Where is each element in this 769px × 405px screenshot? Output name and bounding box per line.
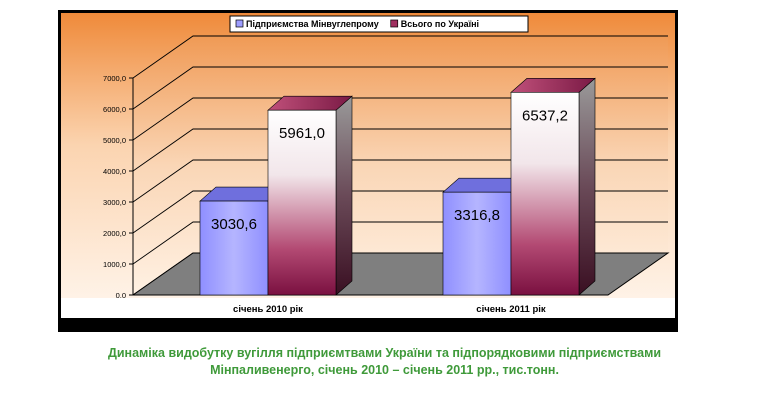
- legend: Підприємства Мінвуглепрому Всього по Укра…: [229, 15, 529, 33]
- x-axis: січень 2010 рік січень 2011 рік: [233, 304, 546, 315]
- data-label: 3316,8: [454, 207, 500, 224]
- data-label: 5961,0: [279, 125, 325, 142]
- chart-caption: Динаміка видобутку вугілля підприємтвами…: [0, 345, 769, 379]
- category-label: січень 2010 рік: [233, 304, 303, 315]
- y-tick-label: 7000,0: [103, 74, 126, 83]
- bars: 3030,6 5961,0 3316,8 6537,2: [199, 77, 596, 296]
- grid-line: [132, 128, 668, 172]
- y-tick-label: 2000,0: [103, 229, 126, 238]
- y-tick-label: 1000,0: [103, 260, 126, 269]
- y-tick-label: 6000,0: [103, 105, 126, 114]
- y-tick-label: 0,0: [116, 291, 126, 300]
- legend-entry: Підприємства Мінвуглепрому: [246, 19, 379, 29]
- grid-line: [132, 66, 668, 110]
- grid-line: [132, 159, 668, 203]
- bar-front: [442, 191, 512, 296]
- category-axis-strip: [61, 298, 675, 318]
- bar-front: [267, 109, 337, 296]
- legend-entry: Всього по Україні: [401, 19, 479, 29]
- y-tick-label: 3000,0: [103, 198, 126, 207]
- grid-line: [132, 97, 668, 141]
- chart: 3030,6 5961,0 3316,8 6537,2 0,0 1000,0 2000,0…: [61, 13, 675, 318]
- y-tick-label: 4000,0: [103, 167, 126, 176]
- category-label: січень 2011 рік: [476, 304, 546, 315]
- bar-side: [578, 77, 596, 296]
- bar-front: [199, 200, 269, 296]
- data-label: 3030,6: [211, 216, 257, 233]
- legend-swatch: [235, 19, 244, 28]
- bar: 3030,6: [199, 186, 285, 296]
- y-tick-label: 5000,0: [103, 136, 126, 145]
- bar: 5961,0: [267, 95, 353, 296]
- bar-front: [510, 92, 580, 296]
- bar: 6537,2: [510, 77, 596, 296]
- caption-line-2: Мінпаливенерго, січень 2010 – січень 201…: [210, 363, 559, 377]
- bar-side: [335, 95, 353, 296]
- grid-line: [132, 35, 668, 79]
- caption-line-1: Динаміка видобутку вугілля підприємтвами…: [107, 346, 662, 360]
- y-axis: 0,0 1000,0 2000,0 3000,0 4000,0 5000,0 6000,0 7…: [103, 74, 134, 300]
- data-label: 6537,2: [522, 107, 568, 124]
- legend-swatch: [390, 19, 399, 28]
- legend-box: [229, 15, 529, 33]
